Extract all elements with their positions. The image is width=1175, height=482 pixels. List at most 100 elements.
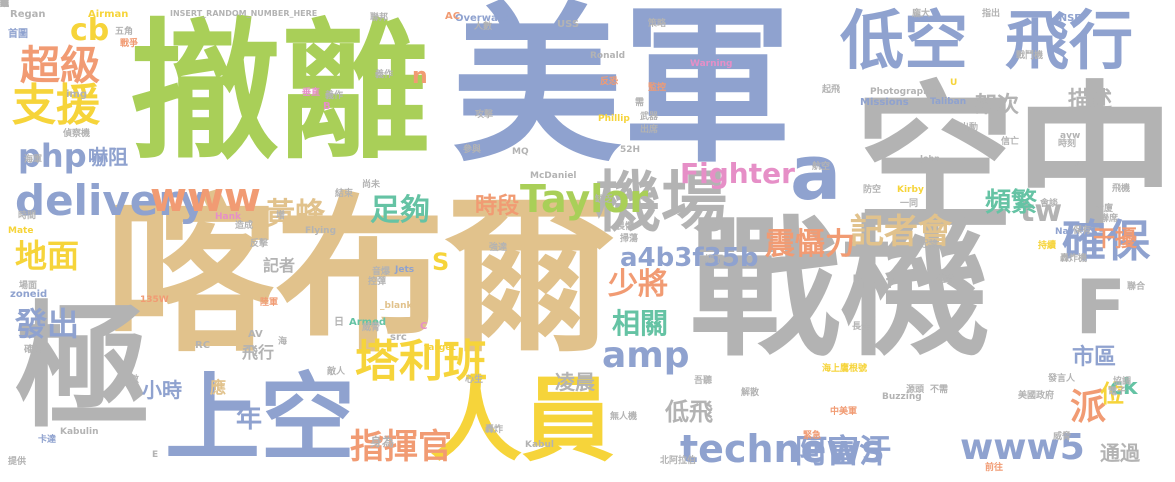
word-cloud-term: 美軍 xyxy=(452,0,793,186)
word-cloud-term: 時刻 xyxy=(1058,139,1077,149)
word-cloud-term: 掃蕩 xyxy=(620,234,639,244)
word-cloud-term: 緊急 xyxy=(803,431,822,441)
word-cloud-term: Missions xyxy=(860,97,909,108)
word-cloud-term: ck xyxy=(1110,375,1138,400)
word-cloud-term: 聯邦 xyxy=(370,13,389,23)
word-cloud-term: Flying xyxy=(305,226,337,236)
word-cloud-term: 飛行 xyxy=(242,343,275,362)
word-cloud-term: 135W xyxy=(140,295,169,305)
word-cloud-term: Photographer xyxy=(870,87,941,97)
word-cloud-term: 聯合 xyxy=(1127,282,1146,292)
word-cloud-term: Kabulin xyxy=(60,427,99,437)
word-cloud-term: 記者 xyxy=(263,256,296,275)
word-cloud-term: 身為 xyxy=(370,435,395,449)
word-cloud-term: 發言人 xyxy=(1048,374,1076,384)
word-cloud-term: 抑下 xyxy=(705,255,724,265)
word-cloud-term: Phillip xyxy=(598,114,630,124)
word-cloud-term: 北阿拉伯 xyxy=(660,456,697,466)
word-cloud-term: href xyxy=(852,272,894,293)
word-cloud-term: Jets xyxy=(395,265,415,275)
word-cloud-term: 五角 xyxy=(115,27,134,37)
word-cloud-term: tw xyxy=(1020,194,1063,229)
word-cloud-term: _blank xyxy=(380,301,413,311)
word-cloud-term: avw xyxy=(1060,131,1081,141)
word-cloud-term: E xyxy=(152,450,159,460)
word-cloud-term: 無人機 xyxy=(610,412,638,422)
word-cloud-term: 飛行 xyxy=(1005,5,1133,79)
word-cloud-term: www xyxy=(150,175,261,221)
word-cloud-term: 年 xyxy=(236,404,263,434)
word-cloud-term: 尚未 xyxy=(362,180,381,190)
word-cloud-term: Buzzing xyxy=(882,392,922,402)
word-cloud-term: Warning xyxy=(690,59,733,69)
word-cloud-term: U xyxy=(950,78,958,88)
word-cloud-term: 美國政府 xyxy=(1018,391,1055,401)
word-cloud-term: 垂直 xyxy=(302,88,321,98)
word-cloud-term: 週 xyxy=(0,0,10,9)
word-cloud-term: cb xyxy=(70,13,110,48)
word-cloud-term: 架 xyxy=(0,0,10,9)
word-cloud-term: av xyxy=(1075,159,1087,169)
word-cloud-term: 超級 xyxy=(20,43,100,89)
word-cloud-term: 出動 xyxy=(960,123,979,133)
word-cloud-term: USS xyxy=(557,19,580,30)
word-cloud-term: 前往 xyxy=(985,463,1004,473)
word-cloud-term: 戰爭 xyxy=(120,39,139,49)
word-cloud-term: 轟炸機 xyxy=(1060,254,1088,264)
word-cloud-term: php xyxy=(18,137,87,175)
word-cloud-term: INSERT_RANDOM_NUMBER_HERE xyxy=(170,9,318,18)
word-cloud-term: RC xyxy=(195,340,211,351)
word-cloud-term: 威脅 xyxy=(362,323,381,333)
word-cloud-term: target xyxy=(424,343,456,353)
word-cloud-term: 市區 xyxy=(1072,345,1117,370)
word-cloud-term: 確保 xyxy=(1062,216,1150,267)
word-cloud-term: n xyxy=(412,64,428,89)
word-cloud-term: 監控 xyxy=(648,83,667,93)
word-cloud-term: 空中 xyxy=(855,66,1175,253)
word-cloud-term: 時間 xyxy=(18,211,37,221)
word-cloud-term: Kirby xyxy=(897,185,924,195)
word-cloud-term: Armed xyxy=(349,317,387,328)
word-cloud-term: 聯席 xyxy=(1100,214,1119,224)
word-cloud-term: 震懾力 xyxy=(765,227,855,262)
word-cloud-term: 畏懼 xyxy=(616,222,635,232)
word-cloud-term: 喀布爾 xyxy=(105,178,616,376)
word-cloud-term: 不需 xyxy=(930,385,949,395)
word-cloud-term: 吳 xyxy=(0,0,10,9)
word-cloud-term: zoneid xyxy=(10,289,48,300)
word-cloud-term: 撤離 xyxy=(130,6,431,180)
word-cloud-term: C xyxy=(420,321,428,332)
word-cloud-term: 整 xyxy=(0,0,10,9)
word-cloud-term: 上空 xyxy=(165,364,356,474)
word-cloud-term: 52H xyxy=(620,145,641,155)
word-cloud-term: 威脅 xyxy=(1053,432,1072,442)
word-cloud-term: 指出 xyxy=(982,9,1001,19)
word-cloud-term: 埋 xyxy=(0,0,10,9)
word-cloud-term: 協調 xyxy=(1113,377,1132,387)
word-cloud-term: 數 xyxy=(130,375,140,385)
word-cloud-term: 長達 xyxy=(852,322,871,332)
word-cloud-term: 造成 xyxy=(235,221,254,231)
word-cloud-term: 攻擊 xyxy=(475,110,494,120)
word-cloud-term: 首圖 xyxy=(8,29,28,40)
word-cloud-term: 飛機 xyxy=(1112,184,1131,194)
word-cloud-term: 義作 xyxy=(325,91,344,101)
word-cloud-term: 凌晨 xyxy=(555,370,595,394)
word-cloud-term: 義作 xyxy=(375,70,394,80)
word-cloud-term: 吾聽 xyxy=(694,376,713,386)
word-cloud-term: 日 xyxy=(334,317,344,328)
word-cloud-term: 低空 xyxy=(840,5,968,79)
word-cloud-term: AV xyxy=(248,329,263,340)
word-cloud-term: Navy xyxy=(1055,227,1081,237)
word-cloud-term: 音爆 xyxy=(372,267,391,277)
word-cloud-term: 派 xyxy=(1070,387,1107,428)
word-cloud-term: 極 xyxy=(15,289,150,446)
word-cloud-term: 人數 xyxy=(474,22,493,32)
word-cloud-term: Fighter xyxy=(680,157,795,190)
word-cloud-term: img xyxy=(66,89,88,100)
word-cloud-term: 策略 xyxy=(648,19,667,29)
word-cloud-term: a4b3f35b xyxy=(620,243,759,273)
word-cloud-term: www5 xyxy=(960,427,1085,468)
word-cloud-term: 保有 xyxy=(1073,226,1092,236)
